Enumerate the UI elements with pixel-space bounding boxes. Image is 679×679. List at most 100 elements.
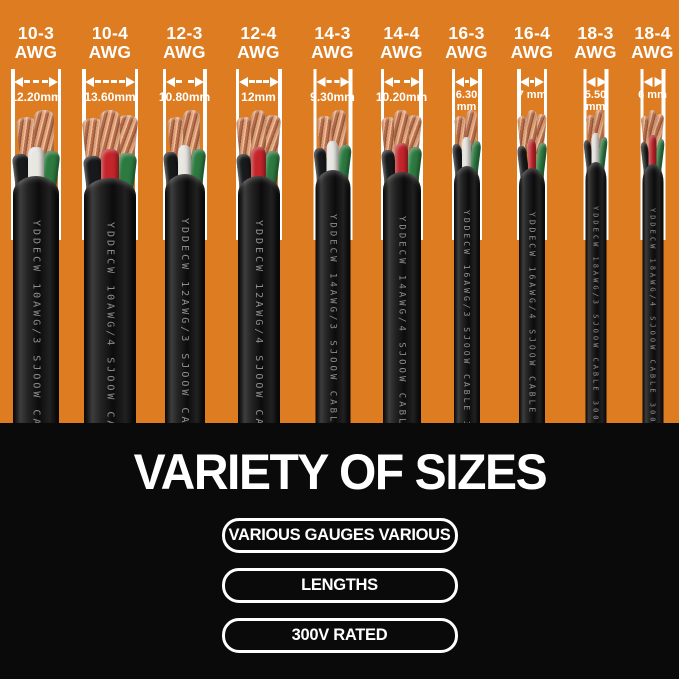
gauge-text: 10-4 [91,23,129,43]
diameter-value: 10.80mm [158,90,211,104]
measure-arrow [316,76,349,87]
badge-label: VARIOUS GAUGES VARIOUS [228,526,451,544]
cable-photo: YDDECW 16AWG/3 SJOOW CABLE 300V [451,110,482,423]
footer-section: VARIETY OF SIZES VARIOUS GAUGES VARIOUS … [0,423,679,679]
badge-various-gauges: VARIOUS GAUGES VARIOUS [221,518,458,553]
gauge-text: 12-4 [240,23,277,43]
cable-column-10-4: 10-4 AWG 13.60mm YDDECW 10AWG/4 SJOOW CA… [72,0,148,423]
arrowhead-left-icon [586,76,595,87]
guide-line-right [278,69,282,240]
arrowhead-left-icon [238,76,248,87]
awg-unit-text: AWG [88,42,132,62]
cable-column-16-3: 16-3 AWG 6.30 mm YDDECW 16AWG/3 SJOOW CA… [434,0,499,423]
arrow-dash [464,80,469,83]
awg-size-label: 18-3 AWG [565,24,626,62]
awg-unit-text: AWG [574,42,617,62]
cable-photo: YDDECW 14AWG/3 SJOOW CABLE 300V [313,110,352,423]
arrowhead-left-icon [520,76,529,87]
gauge-text: 12-3 [166,23,203,43]
measure-arrow [165,76,204,87]
gauge-text: 18-4 [634,23,671,43]
awg-unit-text: AWG [311,42,354,62]
gauge-text: 10-3 [17,23,55,43]
gauge-text: 16-3 [448,23,485,43]
awg-size-label: 10-3 AWG [0,24,72,62]
awg-size-label: 16-3 AWG [434,24,499,62]
arrowhead-left-icon [165,76,175,87]
diameter-value: 13.60mm [84,90,136,104]
jacket-print-text: YDDECW 14AWG/3 SJOOW CABLE 300V [327,214,338,423]
cable-photo: YDDECW 16AWG/4 SJOOW CABLE 300V [517,110,548,423]
guide-line-right [134,69,138,240]
copper-strands [640,110,665,151]
arrow-dash [175,80,194,83]
badge-300v-rated: 300V RATED [221,618,458,653]
awg-unit-text: AWG [380,42,423,62]
arrowhead-right-icon [410,76,420,87]
awg-size-label: 10-4 AWG [72,24,148,62]
copper-strands [585,110,605,149]
arrow-dash [326,80,339,83]
arrowhead-left-icon [85,76,94,87]
arrowhead-right-icon [269,76,279,87]
cable-size-comparison: 10-3 AWG 12.20mm YDDECW 10AWG/3 SJOOW CA… [0,0,679,423]
measure-arrow [383,76,420,87]
cable-photo: YDDECW 18AWG/4 SJOOW CABLE 300V [640,110,666,423]
gauge-text: 14-3 [314,23,351,43]
diameter-measure: 12.20mm [10,69,62,240]
inner-wires [517,139,548,186]
diameter-measure: 12mm [235,69,282,240]
awg-unit-text: AWG [510,42,554,62]
arrow-dash [393,80,410,83]
arrow-dash [530,80,534,83]
jacket-print-text: YDDECW 10AWG/4 SJOOW CABLE 300V [104,222,116,423]
cable-column-14-4: 14-4 AWG 10.20mm YDDECW 14AWG/4 SJOOW CA… [369,0,434,423]
jacket-print-text: YDDECW 14AWG/4 SJOOW CABLE 300V [396,216,407,423]
cable-column-18-4: 18-4 AWG 6 mm YDDECW 18AWG/4 SJOOW CABLE… [626,0,679,423]
arrowhead-right-icon [194,76,204,87]
awg-unit-text: AWG [14,42,58,62]
arrowhead-right-icon [340,76,349,87]
wire-middle [462,137,471,183]
jacket-print-text: YDDECW 10AWG/3 SJOOW CABLE 300V [30,220,42,423]
copper-strands [454,110,479,153]
cable-column-16-4: 16-4 AWG 7 mm YDDECW 16AWG/4 SJOOW CABLE… [499,0,565,423]
awg-size-label: 12-3 AWG [148,24,221,62]
diameter-measure: 13.60mm [82,69,138,240]
cable-jacket: YDDECW 12AWG/3 SJOOW CABLE 300V [164,174,205,423]
cable-jacket: YDDECW 14AWG/4 SJOOW CABLE 300V [382,172,421,423]
copper-strands [517,110,547,155]
jacket-print-text: YDDECW 16AWG/3 SJOOW CABLE 300V [462,210,471,423]
cable-jacket: YDDECW 10AWG/3 SJOOW CABLE 300V [13,176,59,423]
cable-jacket: YDDECW 14AWG/3 SJOOW CABLE 300V [315,170,350,423]
jacket-print-text: YDDECW 12AWG/4 SJOOW CABLE 300V [253,220,264,423]
awg-size-label: 14-4 AWG [369,24,434,62]
cable-photo: YDDECW 12AWG/4 SJOOW CABLE 300V [235,110,282,423]
cable-jacket: YDDECW 12AWG/4 SJOOW CABLE 300V [237,176,280,423]
measure-arrow [238,76,279,87]
inner-wires [583,133,609,180]
guide-line-left [82,69,86,240]
cable-jacket: YDDECW 10AWG/4 SJOOW CABLE 300V [84,178,136,423]
guide-line-right [661,69,665,240]
gauge-text: 16-4 [513,23,551,43]
cable-photo: YDDECW 12AWG/3 SJOOW CABLE 300V [162,110,207,423]
awg-size-label: 14-3 AWG [296,24,369,62]
arrowhead-left-icon [14,76,23,87]
measure-arrow [643,76,663,87]
page-title: VARIETY OF SIZES [133,444,547,500]
diameter-value: 9.30mm [310,90,355,104]
arrowhead-right-icon [654,76,663,87]
awg-unit-text: AWG [163,42,206,62]
cable-jacket: YDDECW 16AWG/3 SJOOW CABLE 300V [453,166,480,423]
cable-photo: YDDECW 10AWG/4 SJOOW CABLE 300V [81,110,139,423]
arrowhead-left-icon [454,76,464,87]
arrow-dash [248,80,269,83]
diameter-value: 7 mm [517,89,547,101]
arrowhead-right-icon [49,76,58,87]
jacket-print-text: YDDECW 12AWG/3 SJOOW CABLE 300V [179,218,190,423]
awg-size-label: 18-4 AWG [626,24,679,62]
wire-middle [648,135,657,181]
cable-photo: YDDECW 14AWG/4 SJOOW CABLE 300V [380,110,423,423]
